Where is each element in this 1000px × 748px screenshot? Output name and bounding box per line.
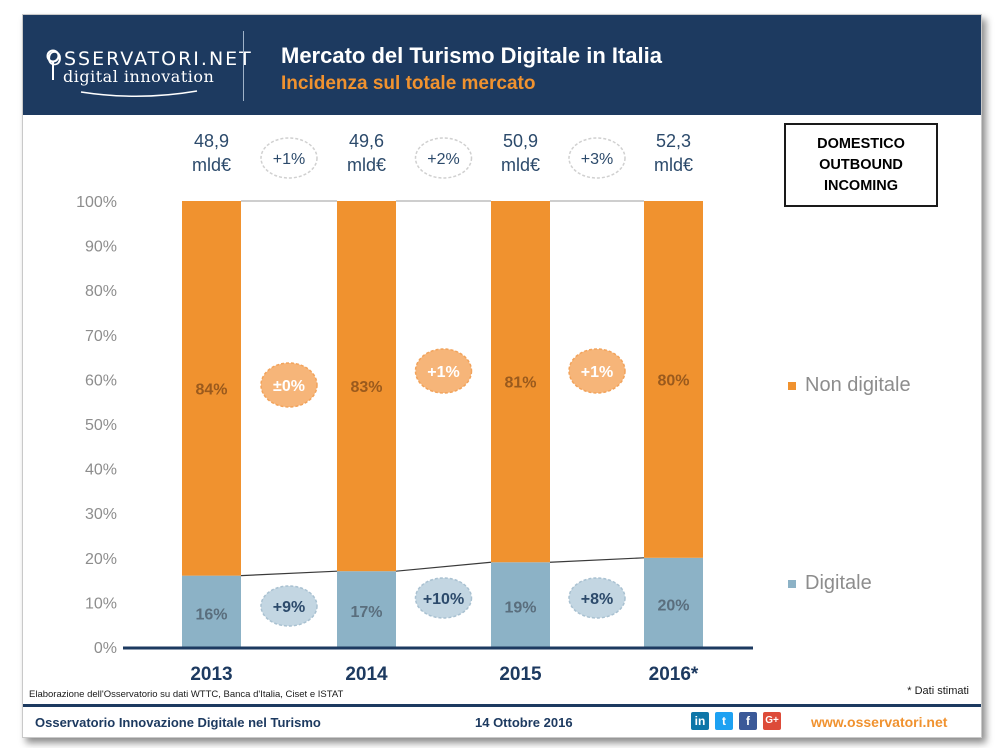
bar-total-unit: mld€ [654, 155, 693, 175]
bar-digital [182, 575, 241, 647]
legend-digital-label: Digitale [805, 572, 872, 594]
x-tick-label: 2016* [649, 664, 699, 685]
y-tick-label: 20% [85, 551, 117, 568]
segment-outbound: OUTBOUND [819, 156, 903, 173]
growth-total-bubble-label: +3% [581, 151, 613, 168]
facebook-icon[interactable]: f [739, 712, 757, 730]
x-tick-label: 2013 [190, 664, 232, 685]
bar-digital [337, 571, 396, 647]
twitter-icon[interactable]: t [715, 712, 733, 730]
footer-divider [23, 704, 981, 707]
bar-total-value: 50,9 [503, 131, 538, 151]
y-tick-label: 30% [85, 506, 117, 523]
growth-non-digital-bubble-label: +1% [427, 364, 459, 381]
growth-digital-bubble-label: +9% [273, 599, 305, 616]
header-divider [243, 31, 244, 101]
linkedin-icon[interactable]: in [691, 712, 709, 730]
logo-tagline: digital innovation [63, 67, 215, 86]
growth-digital-bubble [260, 585, 318, 627]
growth-digital-bubble [414, 577, 473, 619]
growth-total-bubble-label: +1% [273, 151, 305, 168]
growth-non-digital-bubble [568, 348, 626, 394]
footer-date: 14 Ottobre 2016 [475, 715, 573, 730]
digital-connector-line [395, 561, 492, 572]
growth-total-bubble [414, 137, 473, 179]
growth-total-bubble-label: +2% [427, 151, 459, 168]
slide: OSSERVATORI.NET digital innovation Merca… [22, 14, 982, 738]
y-tick-label: 10% [85, 595, 117, 612]
source-note: Elaborazione dell'Osservatorio su dati W… [29, 689, 344, 700]
logo-swoosh [80, 90, 198, 98]
y-tick-label: 0% [94, 640, 117, 657]
bar-non-digital-label: 81% [504, 375, 536, 392]
page-title: Mercato del Turismo Digitale in Italia [281, 43, 663, 68]
footer-url-link[interactable]: www.osservatori.net [811, 714, 948, 730]
stacked-bar-chart: 0% 10% 20% 30% 40% 50% 60% 70% 80% 90% 100% 16% 84% 4… [76, 131, 753, 685]
growth-non-digital-bubble-label: ±0% [273, 378, 305, 395]
growth-digital-bubble [568, 577, 626, 619]
growth-digital-bubble-label: +10% [423, 591, 464, 608]
market-segment-box: DOMESTICO OUTBOUND INCOMING [784, 123, 938, 207]
footer-title: Osservatorio Innovazione Digitale nel Tu… [35, 715, 321, 730]
y-tick-label: 40% [85, 462, 117, 479]
bar-non-digital-label: 80% [657, 372, 689, 389]
page-subtitle: Incidenza sul totale mercato [281, 73, 536, 94]
location-pin-icon [46, 49, 60, 80]
digital-connector-line [549, 557, 645, 563]
growth-total-bubble [260, 137, 318, 179]
bar-total-value: 52,3 [656, 131, 691, 151]
digital-connector-line [240, 570, 338, 577]
growth-non-digital-bubble [414, 348, 473, 394]
bar-total-unit: mld€ [347, 155, 386, 175]
estimate-note: * Dati stimati [907, 685, 969, 697]
y-tick-label: 90% [85, 239, 117, 256]
header-bar: OSSERVATORI.NET digital innovation Merca… [23, 15, 981, 115]
segment-domestic: DOMESTICO [817, 135, 905, 152]
logo-title: OSSERVATORI.NET [47, 48, 253, 70]
legend-non-digital: Non digitale [788, 374, 911, 397]
bar-total-unit: mld€ [501, 155, 540, 175]
growth-non-digital-bubble-label: +1% [581, 364, 613, 381]
google-plus-icon[interactable]: G+ [763, 712, 781, 730]
bar-total-value: 49,6 [349, 131, 384, 151]
bar-non-digital-label: 83% [350, 379, 382, 396]
bar-total-value: 48,9 [194, 131, 229, 151]
legend-digital: Digitale [788, 572, 872, 595]
y-tick-label: 80% [85, 283, 117, 300]
x-tick-label: 2015 [499, 664, 542, 685]
growth-non-digital-bubble [260, 362, 318, 408]
growth-total-bubble [568, 137, 626, 179]
y-tick-label: 50% [85, 417, 117, 434]
bar-digital [491, 562, 550, 647]
y-tick-label: 100% [76, 194, 117, 211]
segment-incoming: INCOMING [823, 177, 899, 194]
bar-non-digital [182, 201, 241, 576]
y-tick-label: 60% [85, 372, 117, 389]
legend-swatch-orange [788, 381, 796, 390]
bar-non-digital [644, 201, 703, 558]
bar-non-digital-label: 84% [195, 381, 227, 398]
growth-digital-bubble-label: +8% [581, 591, 613, 608]
legend-non-digital-label: Non digitale [805, 374, 911, 396]
x-tick-label: 2014 [345, 664, 388, 685]
y-tick-label: 70% [85, 328, 117, 345]
bar-digital-label: 19% [504, 600, 536, 617]
bar-non-digital [491, 201, 550, 563]
bar-digital-label: 16% [195, 606, 227, 623]
bar-total-unit: mld€ [192, 155, 231, 175]
bar-digital [644, 557, 703, 647]
bar-digital-label: 17% [350, 604, 382, 621]
bar-non-digital [337, 201, 396, 572]
bar-digital-label: 20% [657, 597, 689, 614]
legend-swatch-blue [788, 579, 796, 588]
